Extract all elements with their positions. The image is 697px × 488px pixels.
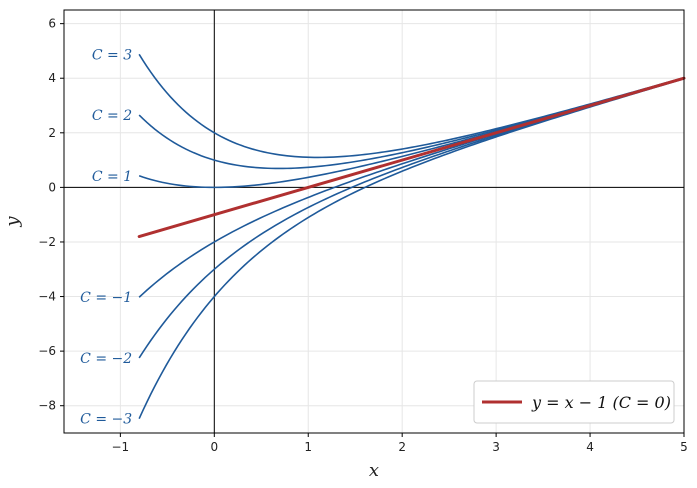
legend-label: y = x − 1 (C = 0): [531, 393, 671, 412]
curve-c3: [138, 53, 685, 159]
y-axis-label: y: [2, 216, 23, 228]
x-tick-label: 2: [398, 440, 406, 454]
y-tick-label: 6: [48, 17, 56, 31]
x-tick-label: 4: [586, 440, 594, 454]
series-group: C = 3 C = 2 C = 1 C = −1 C = −2 C = −3: [80, 47, 686, 428]
x-axis-label: x: [369, 460, 379, 481]
x-tick-label: 0: [210, 440, 218, 454]
curve-label: C = −2: [80, 351, 132, 367]
y-tick-label: −8: [38, 399, 56, 413]
legend-box: [473, 380, 675, 424]
plot-frame: [63, 9, 685, 434]
x-tick-label: −1: [112, 440, 130, 454]
y-tick-label: 0: [48, 180, 56, 194]
curve-label: C = −1: [80, 290, 132, 306]
curve-c2: [138, 77, 685, 170]
y-tick-label: 4: [48, 71, 56, 85]
tick-labels: −1 0 1 2 3 4 5 −8 −6 −4 −2 0 2 4 6: [38, 17, 688, 454]
y-tick-label: −4: [38, 290, 56, 304]
curve-label: C = 2: [92, 108, 132, 124]
x-tick-label: 3: [492, 440, 500, 454]
legend: y = x − 1 (C = 0): [473, 380, 675, 424]
x-tick-label: 1: [304, 440, 312, 454]
y-tick-label: −6: [38, 344, 56, 358]
y-tick-label: −2: [38, 235, 56, 249]
special-solution-line: [137, 76, 686, 239]
grid-lines: [64, 10, 685, 433]
axes: [64, 10, 684, 433]
curve-label: C = 1: [92, 169, 132, 185]
curve-label: C = −3: [80, 412, 132, 428]
y-tick-label: 2: [48, 126, 56, 140]
curve-cneg3: [138, 78, 685, 420]
curve-cneg2: [138, 77, 685, 359]
curve-label: C = 3: [92, 47, 132, 63]
x-tick-label: 5: [680, 440, 688, 454]
